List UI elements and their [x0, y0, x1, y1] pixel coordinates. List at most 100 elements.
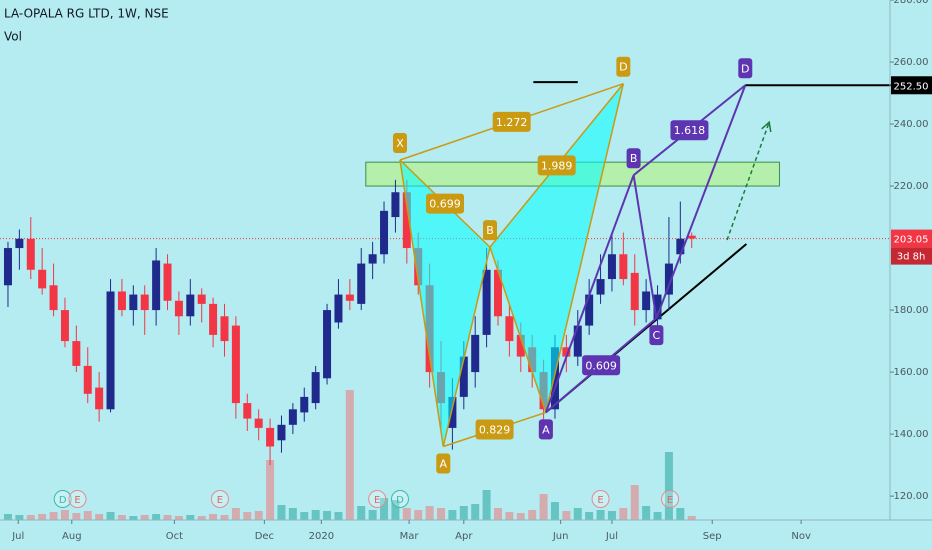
event-label: E: [667, 495, 673, 506]
volume-bar: [607, 511, 616, 520]
volume-bar: [26, 515, 35, 520]
level-price-box: [891, 76, 932, 95]
candle-body: [38, 269, 47, 289]
pattern-leg: [545, 83, 625, 413]
candle-body: [288, 409, 297, 425]
y-tick-label: 240.00: [894, 119, 929, 130]
event-label: E: [74, 495, 80, 506]
volume-bar: [288, 508, 297, 520]
y-tick-label: 220.00: [894, 181, 929, 192]
volume-bar: [391, 500, 400, 520]
countdown-box: [891, 247, 932, 265]
volume-bar: [448, 510, 457, 520]
volume-bar: [596, 510, 605, 520]
volume-bar: [437, 508, 446, 520]
candle-body: [186, 294, 195, 317]
candle-body: [220, 316, 229, 342]
pattern-leg: [399, 159, 445, 447]
pattern-leg: [655, 84, 747, 319]
candle-body: [49, 285, 58, 311]
volume-bar: [231, 508, 240, 520]
candle-body: [15, 238, 24, 249]
x-tick-label: Jul: [11, 531, 24, 542]
event-marker: [68, 490, 87, 508]
candle-body: [596, 279, 605, 295]
candle-body: [72, 341, 81, 366]
volume-bar: [334, 512, 343, 520]
volume-bar: [368, 510, 377, 520]
last-price-box: [891, 229, 932, 248]
ratio-label: 1.618: [674, 124, 706, 137]
volume-bar: [300, 512, 309, 520]
volume-bar: [505, 512, 514, 520]
volume-bar: [266, 460, 275, 520]
x-tick-label: 2020: [309, 531, 334, 542]
pattern-leg: [632, 175, 658, 319]
candle-body: [345, 294, 354, 301]
volume-bar: [49, 512, 58, 520]
ratio-label: 0.699: [429, 198, 461, 211]
last-price-label: 203.05: [894, 235, 929, 246]
volume-label: Vol: [4, 30, 22, 44]
event-marker: [661, 490, 680, 508]
candle-body: [106, 291, 115, 410]
volume-bar: [459, 506, 468, 520]
ratio-box: [426, 193, 464, 214]
x-tick-label: Jun: [552, 531, 569, 542]
volume-bar: [539, 494, 548, 520]
event-marker: [591, 490, 610, 508]
volume-bar: [254, 511, 263, 520]
candle-body: [266, 427, 275, 447]
y-tick-label: 280.00: [894, 0, 929, 6]
y-tick-label: 260.00: [894, 57, 929, 68]
candle-body: [448, 396, 457, 428]
y-tick-label: 140.00: [894, 429, 929, 440]
countdown-label: 3d 8h: [897, 252, 926, 263]
volume-bar: [550, 502, 559, 520]
volume-bar: [197, 516, 206, 520]
level-price-label: 252.50: [894, 81, 929, 92]
point-box: [538, 419, 553, 440]
pattern-fill: [399, 160, 491, 447]
ratio-label: 1.272: [496, 116, 528, 129]
ratio-label: 0.609: [585, 359, 617, 372]
volume-bar: [243, 512, 252, 520]
x-tick-label: Nov: [791, 531, 811, 542]
volume-bar: [630, 485, 639, 520]
volume-bar: [117, 515, 126, 520]
candle-body: [357, 263, 366, 304]
pattern-leg: [544, 174, 635, 413]
volume-bar: [676, 508, 685, 520]
volume-bar: [642, 506, 651, 520]
volume-bar: [209, 514, 218, 520]
point-box: [483, 220, 498, 241]
candle-body: [585, 294, 594, 326]
event-label: D: [396, 495, 404, 506]
candle-body: [550, 347, 559, 410]
volume-bar: [95, 514, 104, 520]
candle-body: [3, 248, 12, 286]
candle-body: [60, 310, 69, 342]
point-box: [738, 58, 753, 79]
candle-body: [402, 192, 411, 249]
candle-body: [129, 294, 138, 311]
candle-body: [664, 263, 673, 295]
volume-bar: [425, 506, 434, 520]
point-label: C: [653, 329, 661, 342]
candle-body: [562, 347, 571, 357]
volume-bar: [653, 512, 662, 520]
candle-body: [323, 310, 332, 379]
volume-bar: [60, 510, 69, 520]
volume-bar: [311, 510, 320, 520]
volume-bar: [357, 506, 366, 520]
candle-body: [607, 254, 616, 280]
volume-bar: [163, 515, 172, 520]
volume-pane: [3, 390, 696, 520]
candle-body: [197, 294, 206, 304]
candle-body: [619, 254, 628, 280]
volume-bar: [220, 515, 229, 520]
volume-bar: [402, 508, 411, 520]
point-label: B: [630, 152, 638, 165]
